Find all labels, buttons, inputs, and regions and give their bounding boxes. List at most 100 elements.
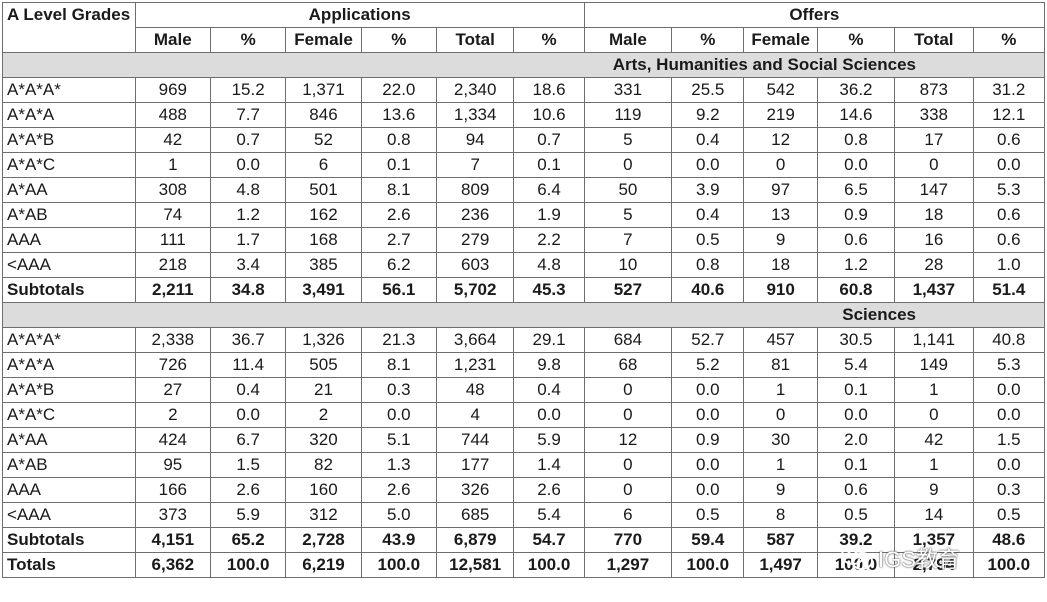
col-header: Male [134,27,211,53]
value-cell: 9 [743,477,818,503]
table-row: A*AA 308 4.8 501 8.1 809 6.4 50 3.9 97 6.5 147 5.3 [2,177,1046,203]
value-cell: 4.8 [513,252,585,278]
value-cell: 59.4 [671,527,745,553]
value-cell: 82 [285,452,362,478]
table-row: A*A*B 27 0.4 21 0.3 48 0.4 0 0.0 1 0.1 1 0.0 [2,377,1046,403]
value-cell: 40.6 [671,277,745,303]
value-cell: 6.4 [513,177,585,203]
table-row: A*A*A* 2,338 36.7 1,326 21.3 3,664 29.1 684 52.7… [2,327,1046,353]
row-label-cell: A*AB [2,452,136,478]
value-cell: 338 [894,102,974,128]
value-cell: 166 [134,477,211,503]
value-cell: 0 [583,152,673,178]
value-cell: 119 [583,102,673,128]
value-cell: 34.8 [209,277,287,303]
value-cell: 29.1 [513,327,585,353]
value-cell: 0.4 [209,377,287,403]
value-cell: 218 [134,252,211,278]
value-cell: 0.6 [972,127,1046,153]
value-cell: 1 [134,152,211,178]
subtotal-row: Subtotals 2,211 34.8 3,491 56.1 5,702 45.3 527 4… [2,277,1046,303]
value-cell: 744 [435,427,515,453]
value-cell: 6 [285,152,362,178]
value-cell: 21 [285,377,362,403]
value-cell: 111 [134,227,211,253]
value-cell: 14.6 [816,102,896,128]
value-cell: 0.0 [671,452,745,478]
value-cell: 5.1 [360,427,438,453]
row-label-cell: Subtotals [2,277,136,303]
table-row: A*AA 424 6.7 320 5.1 744 5.9 12 0.9 30 2.0 42 1.5 [2,427,1046,453]
row-label-cell: A*A*A [2,102,136,128]
section-title: Arts, Humanities and Social Sciences [2,52,1045,78]
value-cell: 1.9 [513,202,585,228]
value-cell: 1.5 [209,452,287,478]
value-cell: 7.7 [209,102,287,128]
value-cell: 5.3 [972,177,1046,203]
value-cell: 1.2 [209,202,287,228]
value-cell: 969 [134,77,211,103]
table-row: A*A*C 1 0.0 6 0.1 7 0.1 0 0.0 0 0.0 0 0.0 [2,152,1046,178]
value-cell: 501 [285,177,362,203]
value-cell: 28 [894,252,974,278]
col-header: % [360,27,438,53]
header-group-row: A Level Grades Applications Offers [2,2,1046,53]
value-cell: 1,297 [583,552,673,578]
value-cell: 685 [435,502,515,528]
value-cell: 373 [134,502,211,528]
value-cell: 7 [583,227,673,253]
value-cell: 168 [285,227,362,253]
value-cell: 6,219 [285,552,362,578]
table-row: AAA 111 1.7 168 2.7 279 2.2 7 0.5 9 0.6 16 0.6 [2,227,1046,253]
value-cell: 326 [435,477,515,503]
value-cell: 5.3 [972,352,1046,378]
value-cell: 147 [894,177,974,203]
value-cell: 1 [743,452,818,478]
value-cell: 457 [743,327,818,353]
value-cell: 50 [583,177,673,203]
value-cell: 6,362 [134,552,211,578]
value-cell: 2.6 [513,477,585,503]
value-cell: 3.4 [209,252,287,278]
value-cell: 4.8 [209,177,287,203]
value-cell: 2,340 [435,77,515,103]
value-cell: 3.9 [671,177,745,203]
value-cell: 7 [435,152,515,178]
value-cell: 12,581 [435,552,515,578]
value-cell: 0.6 [816,227,896,253]
value-cell: 9 [894,477,974,503]
value-cell: 0.0 [972,152,1046,178]
value-cell: 100.0 [209,552,287,578]
value-cell: 0.1 [816,377,896,403]
value-cell: 2.0 [816,427,896,453]
table-row: A*AB 74 1.2 162 2.6 236 1.9 5 0.4 13 0.9 18 0.6 [2,202,1046,228]
value-cell: 0.0 [209,402,287,428]
col-header: % [972,27,1046,53]
value-cell: 0.6 [816,477,896,503]
value-cell: 36.2 [816,77,896,103]
value-cell: 1,357 [894,527,974,553]
col-header: Total [894,27,974,53]
value-cell: 320 [285,427,362,453]
value-cell: 42 [894,427,974,453]
value-cell: 1.4 [513,452,585,478]
value-cell: 809 [435,177,515,203]
value-cell: 2,728 [285,527,362,553]
row-label-cell: <AAA [2,252,136,278]
value-cell: 4 [435,402,515,428]
col-header: % [671,27,745,53]
row-label-cell: A*A*A* [2,77,136,103]
value-cell: 0.4 [671,127,745,153]
value-cell: 160 [285,477,362,503]
value-cell: 1,437 [894,277,974,303]
value-cell: 0.0 [513,402,585,428]
value-cell: 684 [583,327,673,353]
section-title: Sciences [2,302,1045,328]
value-cell: 36.7 [209,327,287,353]
value-cell: 43.9 [360,527,438,553]
value-cell: 13.6 [360,102,438,128]
value-cell: 30.5 [816,327,896,353]
value-cell: 0.8 [816,127,896,153]
value-cell: 0.0 [671,477,745,503]
value-cell: 9.2 [671,102,745,128]
